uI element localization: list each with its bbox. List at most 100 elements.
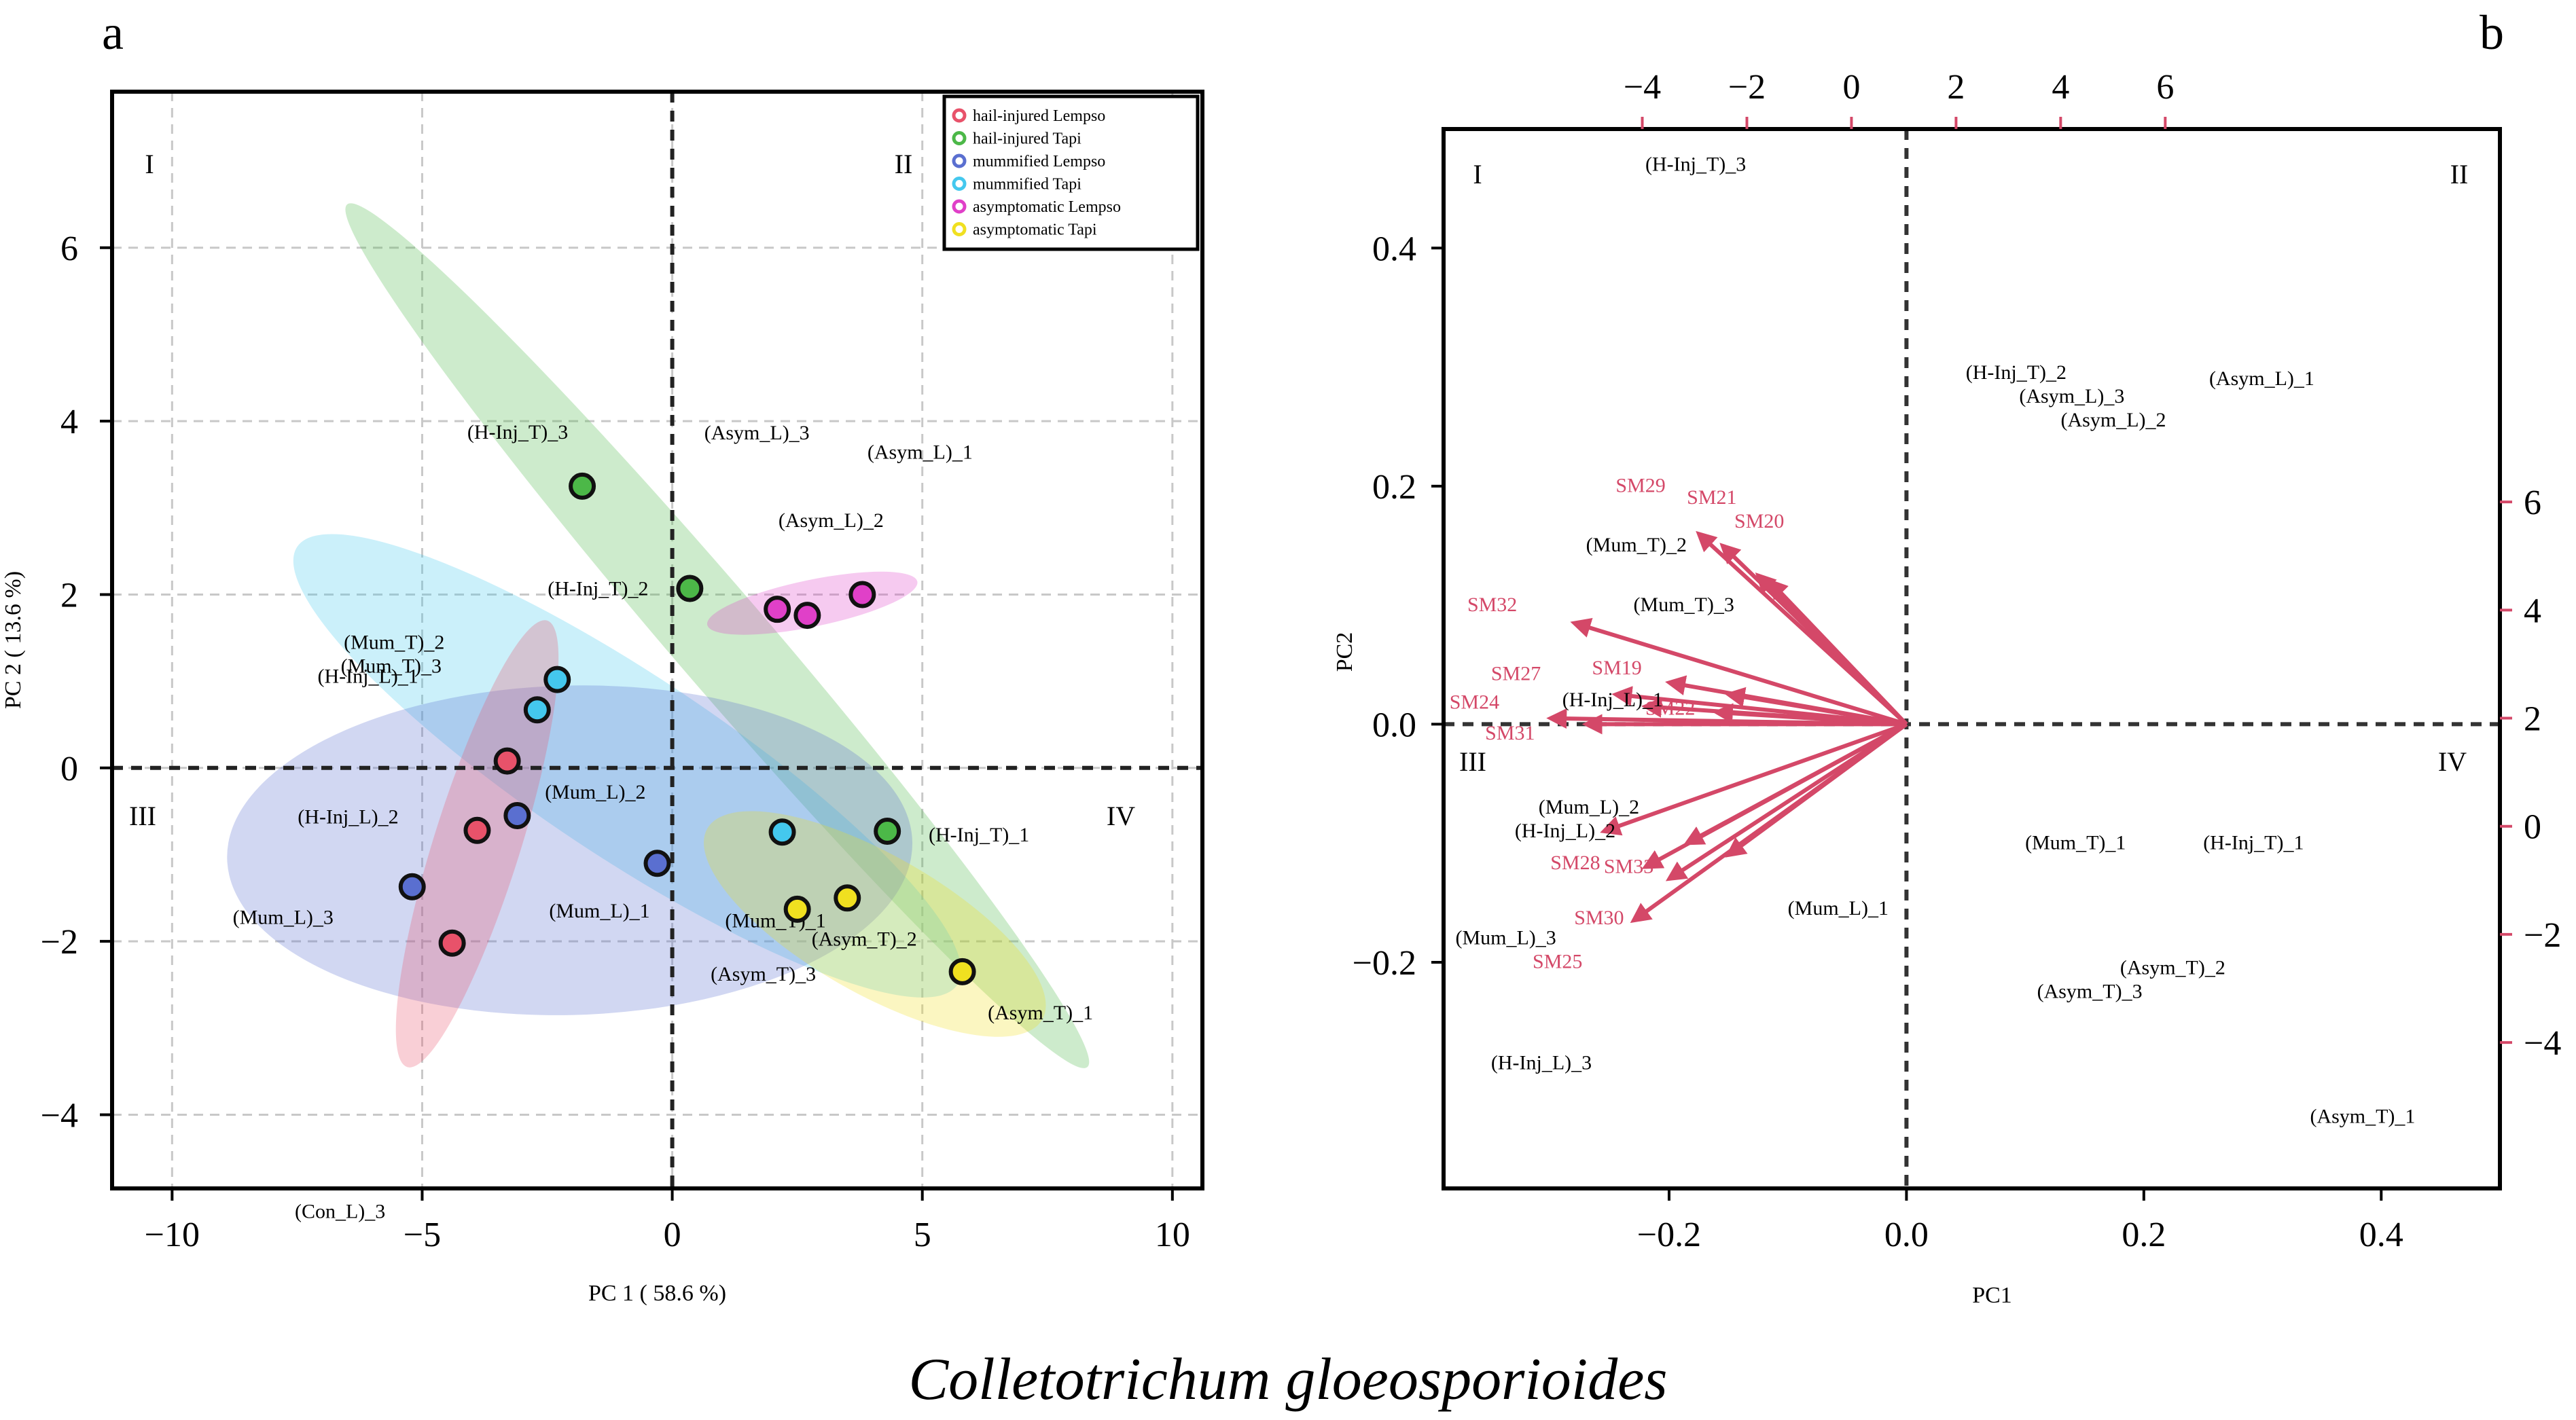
- right-y-tick-label: 2: [2524, 700, 2541, 739]
- point-label: (Mum_T)_1: [725, 909, 825, 932]
- sample-label: (H-Inj_L)_2: [1515, 820, 1615, 842]
- plot-frame: [110, 90, 1204, 1190]
- point-label: (H-Inj_T)_3: [467, 421, 568, 443]
- point-label: (Asym_T)_3: [711, 963, 816, 985]
- legend-entry: hail-injured Tapi: [973, 130, 1081, 148]
- sample-point: [493, 747, 521, 775]
- loading-vector: [1725, 722, 1908, 858]
- y-axis-label: PC 2 ( 13.6 %): [1, 571, 26, 709]
- sample-point: [569, 472, 596, 500]
- sample-label: (H-Inj_T)_2: [1966, 361, 2067, 384]
- legend-marker: [952, 222, 967, 236]
- legend-marker: [952, 131, 967, 145]
- y-axis-label: PC2: [1332, 632, 1357, 672]
- point-label: (Mum_T)_3: [341, 655, 442, 677]
- right-y-tick-label: 4: [2524, 591, 2541, 630]
- vector-label: SM24: [1450, 691, 1499, 714]
- vector-label: SM19: [1592, 657, 1641, 679]
- sample-point: [768, 818, 796, 846]
- loading-vector: [1570, 618, 1908, 727]
- sample-label: (Asym_L)_2: [2061, 409, 2166, 431]
- y-tick-label: −2: [41, 923, 78, 962]
- vector-label: SM29: [1615, 475, 1665, 497]
- legend-marker: [952, 153, 967, 168]
- loading-vector: [1724, 687, 1907, 727]
- sample-label: (Asym_L)_3: [2019, 385, 2124, 407]
- top-x-tick-label: 6: [2156, 68, 2174, 107]
- point-label: (H-Inj_L)_2: [298, 806, 398, 829]
- sample-point: [438, 929, 466, 957]
- x-axis-label: PC1: [1972, 1283, 2012, 1308]
- point-label: (Asym_L)_1: [867, 441, 973, 463]
- sample-point: [676, 575, 704, 602]
- pca-score-plot: −10 −5 0 5 10 −4 −2 0 2 4 6 PC 1 ( 58.6 %) PC 2 ( 13…: [1, 90, 1204, 1306]
- panel-a-letter: a: [102, 5, 124, 60]
- top-x-tick-label: −2: [1728, 68, 1766, 107]
- y-tick-label: −0.2: [1353, 944, 1416, 983]
- loading-vector: [1641, 697, 1907, 727]
- y-tick-label: 2: [60, 576, 78, 615]
- point-label: (Asym_L)_3: [704, 422, 810, 444]
- legend-entry: hail-injured Lempso: [973, 107, 1105, 125]
- point-label: (H-Inj_T)_2: [548, 578, 648, 600]
- point-label: (H-Inj_T)_1: [929, 824, 1029, 846]
- sample-label: (Mum_L)_1: [1788, 897, 1889, 920]
- legend-entry: mummified Tapi: [973, 176, 1081, 194]
- y-tick-label: 4: [60, 403, 78, 441]
- legend-entry: asymptomatic Lempso: [973, 198, 1121, 216]
- point-label: (Asym_T)_2: [812, 928, 917, 950]
- x-tick-label: 0.2: [2122, 1216, 2166, 1254]
- quadrant-label: IV: [2438, 746, 2467, 777]
- x-tick-label: 0.4: [2359, 1216, 2403, 1254]
- legend-marker: [952, 199, 967, 214]
- legend-marker: [952, 108, 967, 123]
- quadrant-label: II: [2450, 159, 2469, 189]
- sample-label: (Asym_T)_3: [2037, 981, 2143, 1003]
- vector-label: SM27: [1491, 663, 1541, 685]
- y-tick-label: 0.4: [1372, 230, 1416, 268]
- right-y-tick-label: −4: [2524, 1024, 2561, 1063]
- loading-vector: [1600, 722, 1908, 836]
- loading-vector: [1665, 722, 1908, 881]
- vector-label: SM32: [1467, 594, 1517, 616]
- sample-point: [398, 873, 426, 900]
- point-label: (Mum_T)_2: [344, 632, 444, 654]
- legend-entry: asymptomatic Tapi: [973, 221, 1097, 239]
- confidence-ellipse: [345, 203, 1090, 1068]
- point-label: (Mum_L)_3: [233, 907, 334, 929]
- right-y-tick-label: 0: [2524, 808, 2541, 847]
- point-label: (Mum_L)_1: [549, 900, 649, 922]
- point-label: (Con_L)_3: [295, 1201, 385, 1223]
- right-y-tick-label: 6: [2524, 484, 2541, 522]
- sample-label: (Mum_L)_3: [1455, 927, 1556, 949]
- sample-point: [523, 696, 551, 724]
- sample-label: (Mum_T)_1: [2025, 831, 2126, 854]
- vector-label: SM28: [1550, 852, 1600, 874]
- sample-label: (Asym_T)_2: [2120, 956, 2225, 979]
- vector-label: SM31: [1485, 722, 1535, 744]
- top-x-tick-label: 2: [1947, 68, 1965, 107]
- sample-label: (Mum_T)_3: [1634, 594, 1734, 616]
- sample-label: (Mum_T)_2: [1586, 534, 1687, 556]
- y-tick-label: −4: [41, 1096, 78, 1135]
- sample-point: [834, 884, 861, 912]
- sample-label: (Asym_T)_1: [2310, 1106, 2415, 1128]
- point-label: (H-Inj_L)_1: [317, 666, 418, 688]
- quadrant-label: I: [145, 149, 154, 179]
- x-tick-label: −5: [404, 1216, 441, 1254]
- sample-point: [503, 802, 531, 830]
- y-tick-label: 6: [60, 230, 78, 268]
- sample-label: (H-Inj_L)_1: [1562, 689, 1663, 711]
- quadrant-label: IV: [1107, 801, 1135, 831]
- x-tick-label: 0: [664, 1216, 681, 1254]
- sample-point: [783, 895, 811, 923]
- legend-box: [942, 94, 1200, 251]
- quadrant-label: I: [1473, 159, 1482, 189]
- top-x-tick-label: 4: [2052, 68, 2069, 107]
- pca-biplot: −0.2 0.0 0.2 0.4 −0.2 0.0 0.2 0.4 −4 −2 0 2 4 6 −4 −2 0 2…: [1332, 68, 2561, 1308]
- sample-point: [793, 602, 821, 630]
- loading-vector: [1683, 722, 1908, 845]
- sample-point: [874, 818, 901, 845]
- sample-point: [643, 850, 671, 877]
- sample-point: [543, 666, 571, 693]
